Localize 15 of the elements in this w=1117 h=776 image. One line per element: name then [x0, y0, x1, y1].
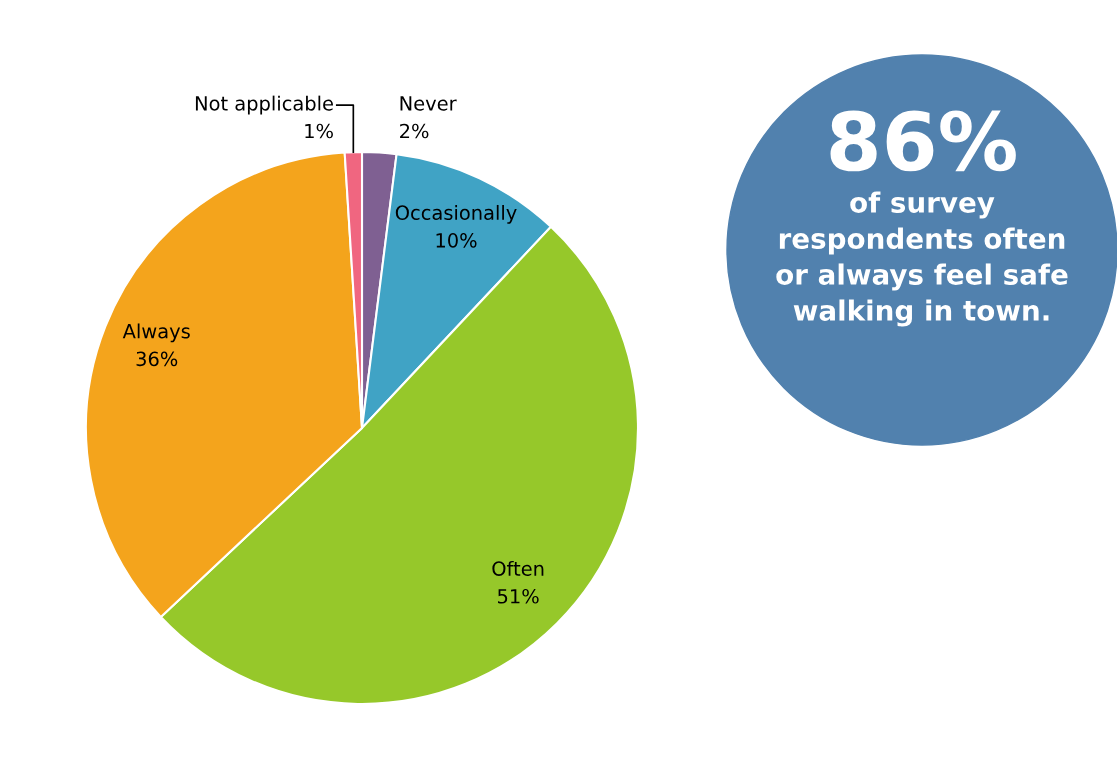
slice-label: Not applicable [195, 95, 333, 115]
data-label: 2% [400, 123, 429, 139]
text: walking in town. [793, 299, 1049, 327]
data-label: 10% [436, 232, 477, 248]
text: or always feel safe [776, 263, 1068, 291]
text: 86% [830, 110, 1016, 172]
data-label: 36% [136, 351, 178, 367]
slice-label: Never [400, 96, 457, 111]
text: of survey [850, 191, 995, 219]
data-label: 1% [305, 123, 333, 139]
slice-label: Always [122, 323, 190, 343]
data-label: 51% [498, 588, 539, 604]
text: respondents often [779, 227, 1065, 255]
slice-label: Often [492, 560, 544, 576]
slice-label: Occasionally [395, 204, 517, 224]
